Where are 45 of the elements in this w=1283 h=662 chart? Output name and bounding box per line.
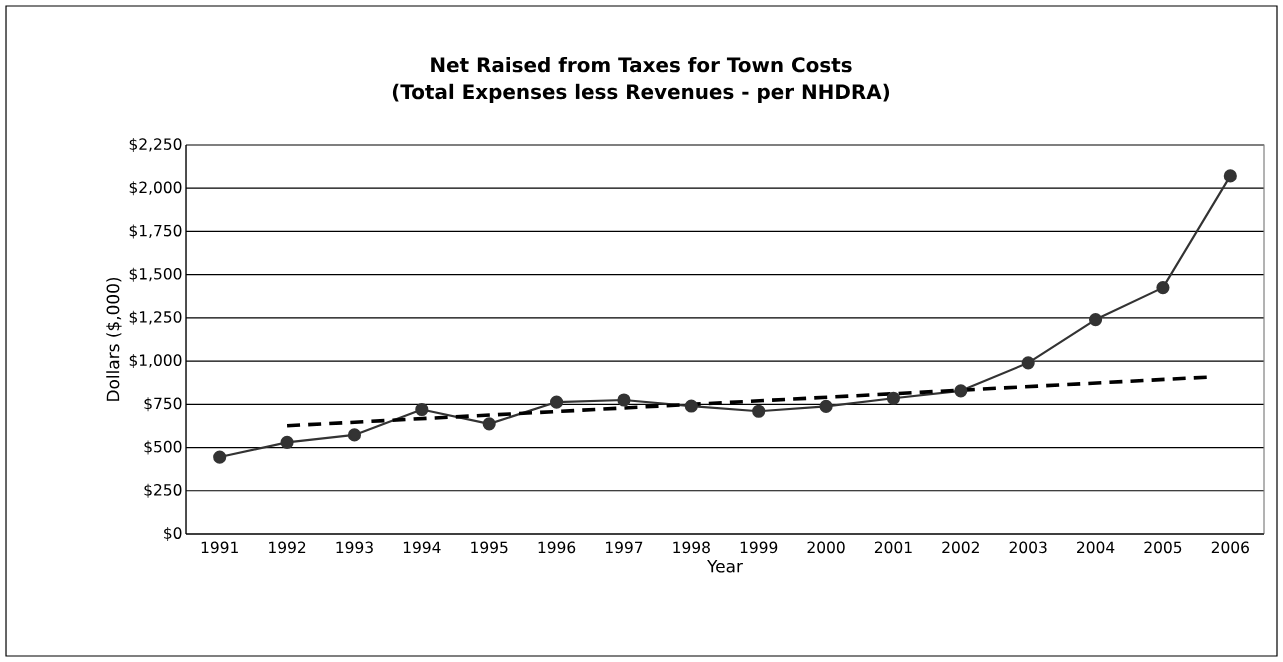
x-tick-label: 1991: [201, 541, 238, 554]
point: [752, 404, 766, 418]
x-tick-label: 2001: [874, 541, 912, 554]
x-tick-label: 2000: [807, 541, 845, 554]
point: [1088, 313, 1103, 327]
y-tick-label: $1,750: [129, 224, 182, 239]
x-tick-label: 2004: [1077, 541, 1115, 554]
x-tick-label: 2002: [942, 541, 979, 554]
x-tick-label: 1999: [740, 541, 778, 554]
chart-title: Net Raised from Taxes for Town Costs (Total Expenses less Revenues - per NHDRA): [392, 56, 890, 104]
point: [1223, 169, 1237, 183]
point: [1021, 356, 1035, 370]
x-tick-label: 1995: [471, 541, 508, 554]
y-tick-label: $1,000: [129, 354, 182, 369]
x-tick-label: 2003: [1009, 541, 1047, 554]
x-tick-label: 1993: [336, 541, 373, 554]
y-tick-label: $0: [164, 526, 182, 541]
x-tick-label: 2006: [1211, 541, 1249, 554]
x-tick-label: 1996: [538, 541, 576, 554]
point: [415, 402, 429, 417]
point: [347, 428, 362, 442]
x-tick-label: 1992: [269, 541, 306, 554]
y-tick-label: $500: [144, 440, 182, 455]
point: [549, 395, 564, 409]
point: [617, 393, 631, 407]
x-axis-title: Year: [707, 560, 743, 573]
point: [280, 435, 294, 449]
y-tick-label: $2,250: [129, 137, 182, 152]
y-tick-label: $750: [144, 397, 182, 412]
x-tick-label: 1998: [673, 541, 710, 554]
point: [482, 417, 496, 431]
y-tick-label: $1,250: [129, 310, 182, 325]
point: [886, 391, 901, 405]
x-tick-label: 1997: [606, 541, 643, 554]
point: [213, 450, 227, 464]
y-axis-title: Dollars ($,000): [106, 277, 122, 401]
point: [954, 384, 968, 398]
point: [1156, 281, 1170, 295]
y-tick-label: $1,500: [129, 267, 182, 282]
x-tick-label: 1994: [403, 541, 441, 554]
y-tick-label: $2,000: [129, 181, 182, 196]
point: [819, 399, 833, 413]
point: [684, 399, 698, 413]
y-tick-label: $250: [144, 483, 182, 498]
x-tick-label: 2005: [1144, 541, 1182, 554]
